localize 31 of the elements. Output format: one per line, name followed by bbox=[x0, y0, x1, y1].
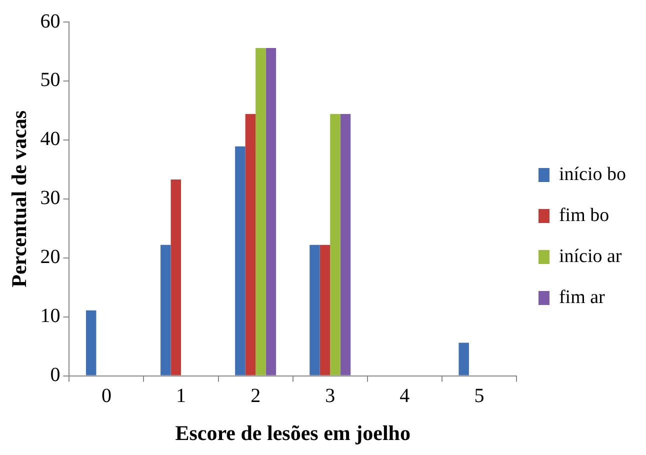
x-tick-label: 1 bbox=[176, 385, 186, 408]
y-tick-label: 60 bbox=[40, 10, 60, 32]
y-tick-label: 40 bbox=[40, 128, 60, 150]
legend-label: início bo bbox=[558, 164, 626, 185]
x-tick-label: 3 bbox=[325, 385, 336, 408]
bar bbox=[170, 179, 182, 376]
legend-label: início ar bbox=[558, 246, 622, 267]
bar bbox=[330, 114, 340, 376]
y-tick-label: 20 bbox=[40, 246, 60, 268]
bar bbox=[256, 48, 266, 376]
bar bbox=[458, 342, 469, 376]
bar bbox=[340, 114, 351, 376]
legend-label: fim ar bbox=[558, 286, 606, 308]
x-tick-label: 5 bbox=[474, 385, 484, 408]
bar bbox=[160, 244, 171, 376]
bar bbox=[266, 48, 276, 376]
bar bbox=[245, 114, 256, 376]
y-axis-title: Percentual de vacas bbox=[7, 110, 32, 288]
y-tick-label: 30 bbox=[40, 187, 60, 210]
x-tick-label: 2 bbox=[250, 385, 261, 408]
y-tick-label: 50 bbox=[40, 69, 60, 92]
bar bbox=[86, 310, 96, 376]
x-axis-title: Escore de lesões em joelho bbox=[175, 420, 410, 445]
legend-label: fim bo bbox=[558, 204, 610, 226]
x-tick-label: 0 bbox=[101, 385, 112, 408]
bar bbox=[310, 244, 320, 376]
y-tick-label: 0 bbox=[50, 364, 60, 386]
bar bbox=[235, 146, 246, 376]
y-tick-label: 10 bbox=[40, 305, 60, 328]
x-tick-label: 4 bbox=[400, 385, 410, 408]
bar bbox=[320, 244, 330, 376]
